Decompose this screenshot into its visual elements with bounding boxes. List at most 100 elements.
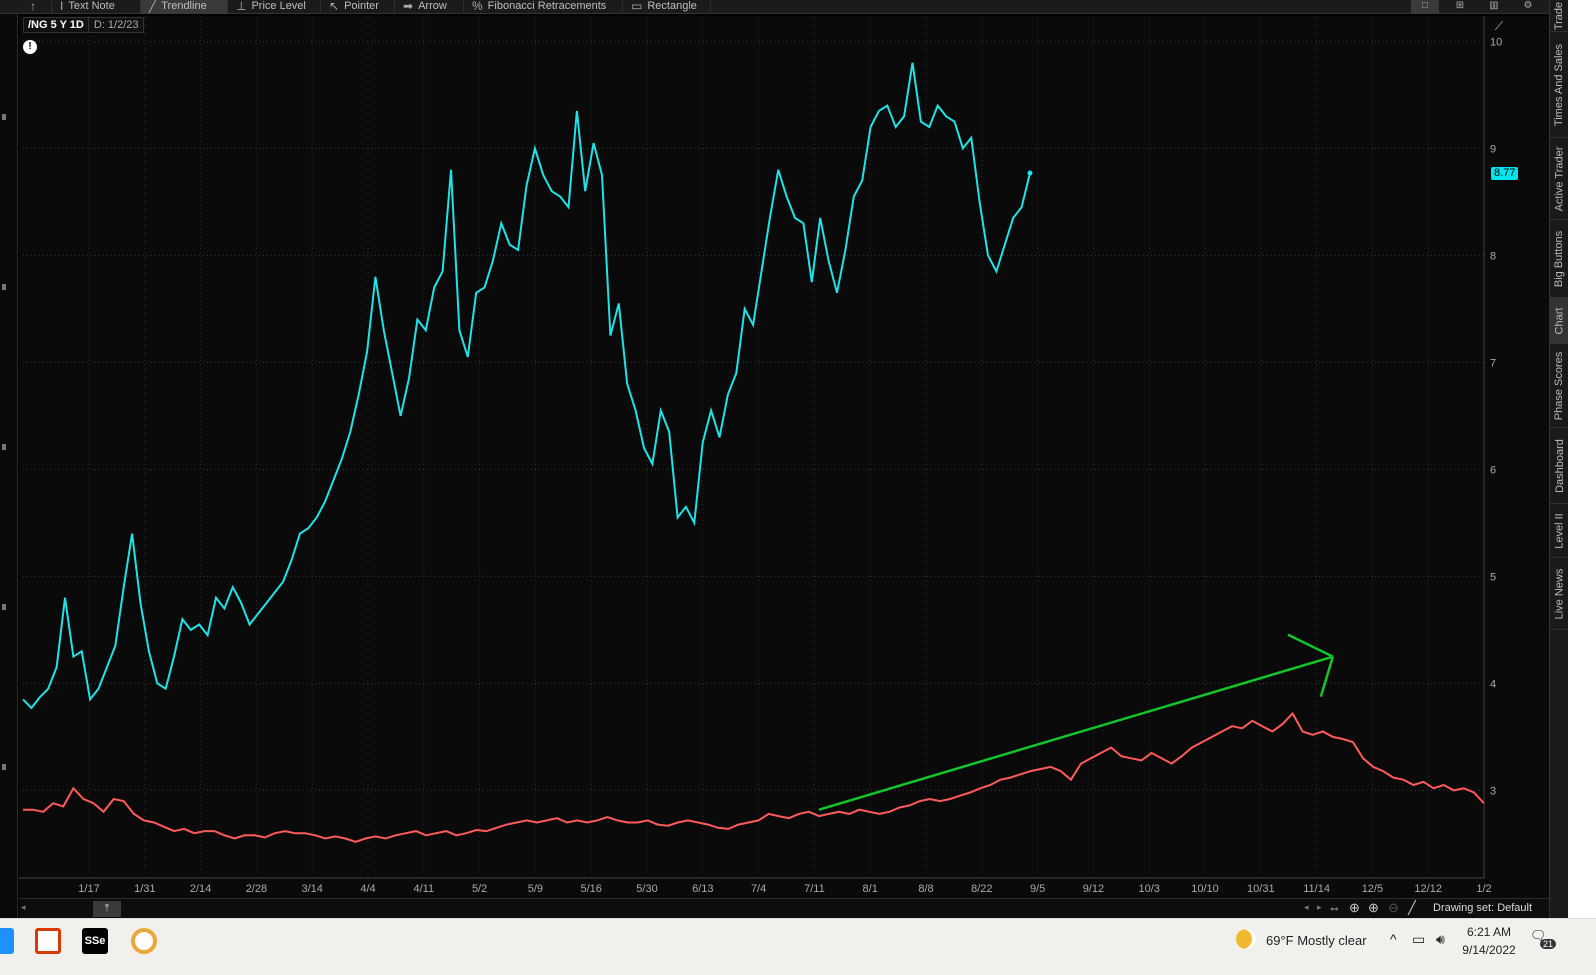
toolbar-item-rectangle[interactable]: ▭ Rectangle — [623, 0, 711, 14]
toolbar-item-text-note[interactable]: I Text Note — [52, 0, 141, 14]
volume-icon[interactable]: 🔊︎ — [1436, 931, 1445, 947]
windows-taskbar: SSe 69°F Mostly clear ^ ▭ 🔊︎ 6:21 AM 9/1… — [0, 918, 1596, 975]
tab-times-and-sales[interactable]: Times And Sales — [1550, 32, 1569, 138]
toolbar-item-pointer[interactable]: ↖ Pointer — [321, 0, 395, 14]
price-chart[interactable]: 10 9 8 7 6 5 4 3 1/17 1/31 2/14 2/28 3/14 4/4 4/11 5/2 5… — [19, 16, 1549, 898]
scroll-back-icon[interactable]: ◂ — [1304, 902, 1309, 912]
x-tick-label: 10/10 — [1191, 883, 1219, 895]
x-tick-label: 11/14 — [1303, 883, 1330, 895]
tab-big-buttons[interactable]: Big Buttons — [1550, 220, 1569, 298]
search-icon[interactable] — [0, 928, 14, 954]
x-tick-label: 5/30 — [636, 883, 657, 895]
chart-panel[interactable]: 10 9 8 7 6 5 4 3 1/17 1/31 2/14 2/28 3/14 4/4 4/11 5/2 5… — [19, 16, 1549, 930]
notification-count: 21 — [1540, 939, 1557, 949]
x-tick-label: 2/14 — [190, 883, 211, 895]
strip-marker — [2, 284, 6, 290]
x-tick-label: 6/13 — [692, 883, 713, 895]
trendline-icon: ╱ — [149, 0, 157, 13]
office-app-icon[interactable] — [35, 928, 61, 954]
alert-icon[interactable]: ! — [23, 40, 37, 54]
tab-live-news[interactable]: Live News — [1550, 558, 1569, 630]
chrome-app-icon[interactable] — [131, 928, 157, 954]
tab-active-trader[interactable]: Active Trader — [1550, 138, 1569, 220]
x-tick-label: 2/28 — [246, 883, 267, 895]
series-last-point — [1027, 170, 1033, 176]
zoom-in-icon[interactable]: ⊕ — [1368, 900, 1379, 915]
x-tick-label: 9/12 — [1083, 883, 1104, 895]
cursor-icon: ↑ — [30, 0, 36, 13]
clock-time: 6:21 AM — [1466, 925, 1512, 939]
symbol-name[interactable]: /NG 5 Y 1D — [23, 17, 89, 33]
tab-chart[interactable]: Chart — [1550, 298, 1569, 344]
left-edge-strip — [0, 14, 18, 930]
tab-level-ii[interactable]: Level II — [1550, 504, 1569, 558]
network-icon[interactable]: ▭ — [1412, 931, 1426, 947]
toolbar-item-cursor[interactable]: ↑ — [22, 0, 52, 14]
y-tick-label: 7 — [1490, 357, 1496, 369]
drawing-set-selector[interactable]: Drawing set: Default — [1433, 902, 1533, 914]
x-tick-label: 4/4 — [360, 883, 375, 895]
single-layout-icon[interactable]: □ — [1411, 0, 1439, 14]
drawing-toolbar: ↑ I Text Note ╱ Trendline ⊥ Price Level … — [0, 0, 1568, 14]
symbol-header: /NG 5 Y 1D D: 1/2/23 — [23, 17, 145, 33]
x-tick-label: 4/11 — [414, 883, 435, 895]
x-tick-label: 8/1 — [863, 883, 878, 895]
last-price-badge: 8.77 — [1491, 167, 1519, 180]
tab-phase-scores[interactable]: Phase Scores — [1550, 344, 1569, 428]
y-tick-label: 9 — [1490, 143, 1496, 155]
strip-marker — [2, 444, 6, 450]
x-tick-label: 12/12 — [1414, 883, 1442, 895]
moon-weather-icon[interactable] — [1236, 929, 1256, 949]
trendline-annotation — [818, 655, 1334, 811]
toolbar-item-arrow[interactable]: ➡ Arrow — [395, 0, 464, 14]
x-tick-label: 5/9 — [528, 883, 543, 895]
toolbar-item-trendline[interactable]: ╱ Trendline — [141, 0, 228, 14]
system-clock[interactable]: 6:21 AM 9/14/2022 — [1458, 923, 1520, 959]
rectangle-icon: ▭ — [631, 0, 643, 13]
chart-style-icon[interactable]: ⟋ — [1494, 19, 1504, 33]
scroll-forward-icon[interactable]: ▸ — [1317, 902, 1322, 912]
text-icon: I — [60, 0, 64, 13]
strip-marker — [2, 764, 6, 770]
pointer-icon: ↖ — [329, 0, 340, 13]
bars-icon[interactable]: ▥ — [1489, 0, 1499, 11]
y-tick-label: 6 — [1490, 464, 1496, 476]
gear-icon[interactable]: ⚙ — [1523, 0, 1533, 11]
crosshair-icon[interactable]: ⊕ — [1349, 900, 1360, 915]
zoom-out-icon[interactable]: ⊖ — [1388, 900, 1399, 915]
x-tick-label: 12/5 — [1362, 883, 1383, 895]
x-tick-label: 5/2 — [472, 883, 487, 895]
tab-trade[interactable]: Trade — [1550, 0, 1569, 32]
strip-marker — [2, 114, 6, 120]
desktop-edge — [1568, 0, 1596, 930]
strip-marker — [2, 604, 6, 610]
drawing-tool-icon[interactable]: ╱ — [1408, 900, 1416, 915]
arrow-head-upper — [1287, 633, 1334, 658]
x-tick-label: 10/31 — [1247, 883, 1275, 895]
series-line-primary — [22, 62, 1031, 710]
x-tick-label: 8/8 — [918, 883, 933, 895]
chevron-up-icon[interactable]: ^ — [1390, 931, 1397, 947]
x-tick-label: 10/3 — [1138, 883, 1159, 895]
series-line-secondary — [23, 711, 1485, 843]
arrow-icon: ➡ — [403, 0, 414, 13]
toolbar-item-fibonacci[interactable]: % Fibonacci Retracements — [464, 0, 623, 14]
date-label: D: 1/2/23 — [88, 17, 145, 33]
arrow-head-lower — [1319, 656, 1335, 697]
x-tick-label: 7/4 — [751, 883, 766, 895]
x-tick-label: 9/5 — [1030, 883, 1045, 895]
pan-icon[interactable]: ⇔ — [1328, 900, 1341, 915]
toolbar-item-price-level[interactable]: ⊥ Price Level — [228, 0, 321, 14]
scroll-left-icon[interactable]: ◂ — [21, 902, 26, 912]
chart-bottom-bar: ◂ ⤒ ◂ ▸ ⇔ ⊕ ⊕ ⊖ ╱ Drawing set: Default — [19, 898, 1549, 918]
scroll-handle[interactable]: ⤒ — [93, 901, 121, 917]
y-tick-label: 10 — [1490, 36, 1502, 48]
x-tick-label: 3/14 — [301, 883, 322, 895]
x-tick-label: 1/31 — [134, 883, 155, 895]
tab-dashboard[interactable]: Dashboard — [1550, 428, 1569, 504]
weather-text[interactable]: 69°F Mostly clear — [1266, 933, 1367, 948]
sse-app-icon[interactable]: SSe — [82, 928, 108, 954]
grid-layout-icon[interactable]: ⊞ — [1455, 0, 1465, 11]
clock-date: 9/14/2022 — [1462, 943, 1516, 957]
y-tick-label: 4 — [1490, 678, 1496, 690]
